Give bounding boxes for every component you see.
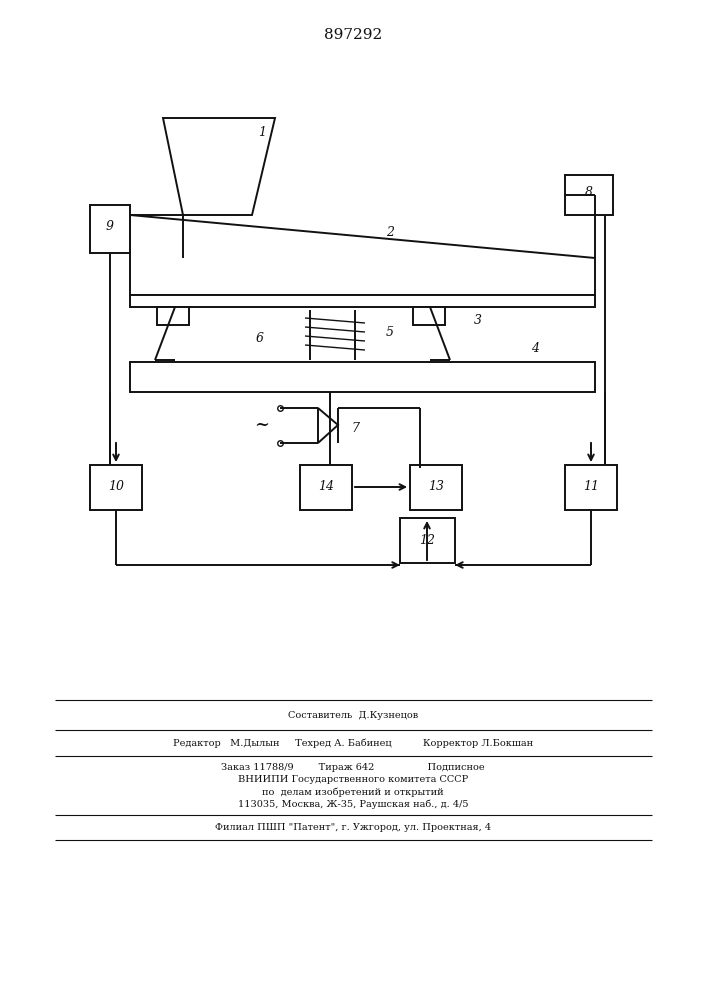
- Text: 6: 6: [256, 332, 264, 344]
- Text: 3: 3: [474, 314, 482, 326]
- Text: 11: 11: [583, 481, 599, 493]
- Text: 13: 13: [428, 481, 444, 493]
- Bar: [413, 307, 445, 325]
- Text: 12: 12: [419, 534, 435, 546]
- Bar: [157, 307, 189, 325]
- Text: Заказ 11788/9        Тираж 642                 Подписное: Заказ 11788/9 Тираж 642 Подписное: [221, 764, 485, 772]
- Bar: [565, 175, 613, 215]
- Text: 14: 14: [318, 481, 334, 493]
- Text: ВНИИПИ Государственного комитета СССР: ВНИИПИ Государственного комитета СССР: [238, 776, 468, 784]
- Bar: [90, 205, 130, 253]
- Bar: [410, 465, 462, 510]
- Text: 10: 10: [108, 481, 124, 493]
- Text: 8: 8: [585, 186, 593, 198]
- Text: 2: 2: [386, 226, 394, 238]
- Text: Филиал ПШП "Патент", г. Ужгород, ул. Проектная, 4: Филиал ПШП "Патент", г. Ужгород, ул. Про…: [215, 824, 491, 832]
- Text: 897292: 897292: [324, 28, 382, 42]
- Bar: [130, 362, 595, 392]
- Text: 4: 4: [531, 342, 539, 355]
- Text: 7: 7: [351, 422, 359, 434]
- Text: Составитель  Д.Кузнецов: Составитель Д.Кузнецов: [288, 710, 418, 720]
- Text: 113035, Москва, Ж-35, Раушская наб., д. 4/5: 113035, Москва, Ж-35, Раушская наб., д. …: [238, 799, 468, 809]
- Bar: [90, 465, 142, 510]
- Bar: [300, 465, 352, 510]
- Bar: [565, 465, 617, 510]
- Text: 9: 9: [106, 220, 114, 232]
- Text: по  делам изобретений и открытий: по делам изобретений и открытий: [262, 787, 444, 797]
- Text: 1: 1: [258, 126, 266, 139]
- Text: ~: ~: [255, 416, 269, 434]
- Text: 5: 5: [386, 326, 394, 340]
- Text: Редактор   М.Дылын     Техред А. Бабинец          Корректор Л.Бокшан: Редактор М.Дылын Техред А. Бабинец Корре…: [173, 738, 533, 748]
- Bar: [400, 518, 455, 563]
- Bar: [130, 295, 595, 307]
